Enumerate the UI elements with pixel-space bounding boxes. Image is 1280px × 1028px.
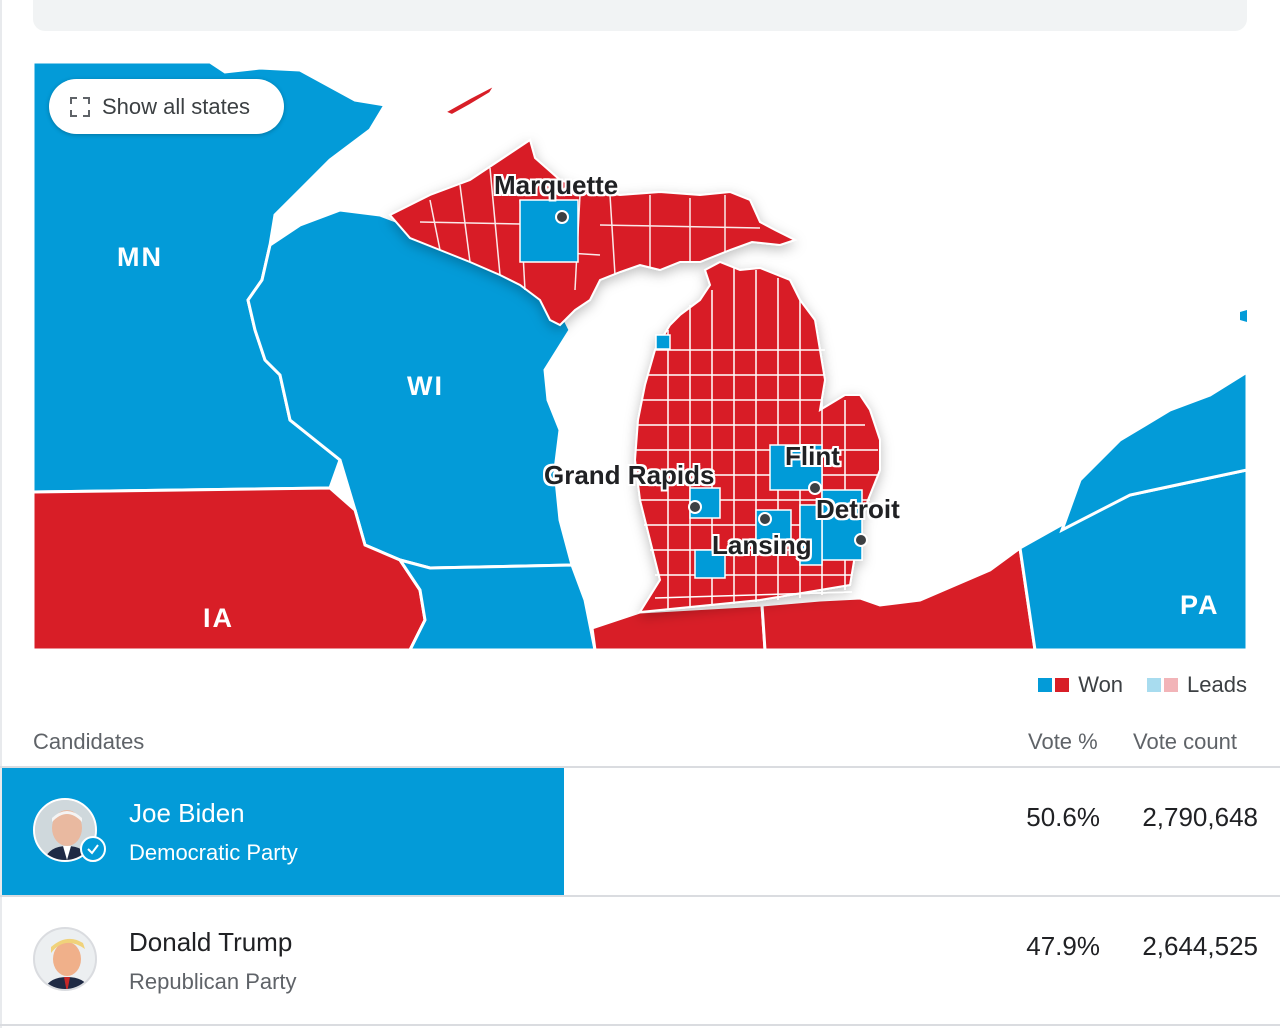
state-il	[396, 557, 597, 650]
candidate-name-biden: Joe Biden	[129, 798, 245, 828]
state-ny	[1059, 370, 1247, 534]
vote-pct-biden: 50.6%	[1026, 802, 1100, 832]
col-header-vote-count: Vote count	[1133, 729, 1237, 754]
michigan-lower-peninsula	[633, 260, 881, 614]
state-label-ia: IA	[203, 603, 234, 633]
legend-rep-won-swatch	[1055, 678, 1070, 692]
left-frame-border	[0, 0, 2, 1028]
city-markers	[555, 210, 868, 547]
legend-dem-leads-swatch	[1147, 678, 1162, 692]
vote-count-biden: 2,790,648	[1142, 802, 1258, 832]
row-divider	[0, 895, 1280, 897]
row-divider	[0, 1024, 1280, 1026]
city-label-detroit: Detroit	[816, 494, 900, 524]
results-map[interactable]	[33, 62, 1247, 650]
col-header-candidates: Candidates	[33, 729, 145, 754]
legend-dem-won-swatch	[1038, 678, 1053, 692]
city-label-flint: Flint	[785, 441, 840, 471]
city-label-lansing: Lansing	[712, 530, 812, 560]
legend-won-label: Won	[1078, 672, 1124, 697]
top-info-box	[33, 0, 1247, 31]
candidate-name-trump: Donald Trump	[129, 927, 293, 957]
fullscreen-icon	[70, 96, 90, 117]
state-in	[590, 603, 767, 650]
state-label-wi: WI	[407, 371, 444, 401]
vote-count-trump: 2,644,525	[1142, 931, 1258, 961]
winner-check-icon	[80, 836, 106, 862]
vote-pct-trump: 47.9%	[1026, 931, 1100, 961]
state-label-pa: PA	[1180, 590, 1220, 620]
candidate-party-trump: Republican Party	[129, 969, 297, 994]
col-header-vote-pct: Vote %	[1028, 729, 1098, 754]
city-label-marquette: Marquette	[494, 170, 619, 200]
header-divider	[0, 766, 1280, 768]
michigan-upper-peninsula	[388, 138, 798, 327]
show-all-states-label: Show all states	[102, 93, 250, 119]
city-label-grand-rapids: Grand Rapids	[544, 460, 715, 490]
legend-leads-label: Leads	[1187, 672, 1247, 697]
state-label-mn: MN	[117, 242, 163, 272]
state-pa	[1018, 468, 1247, 650]
legend-rep-leads-swatch	[1164, 678, 1179, 692]
candidate-party-biden: Democratic Party	[129, 840, 298, 865]
map-legend: Won Leads	[1038, 672, 1247, 698]
avatar-trump	[33, 927, 97, 991]
show-all-states-button[interactable]: Show all states	[49, 79, 284, 134]
state-oh	[760, 545, 1037, 650]
